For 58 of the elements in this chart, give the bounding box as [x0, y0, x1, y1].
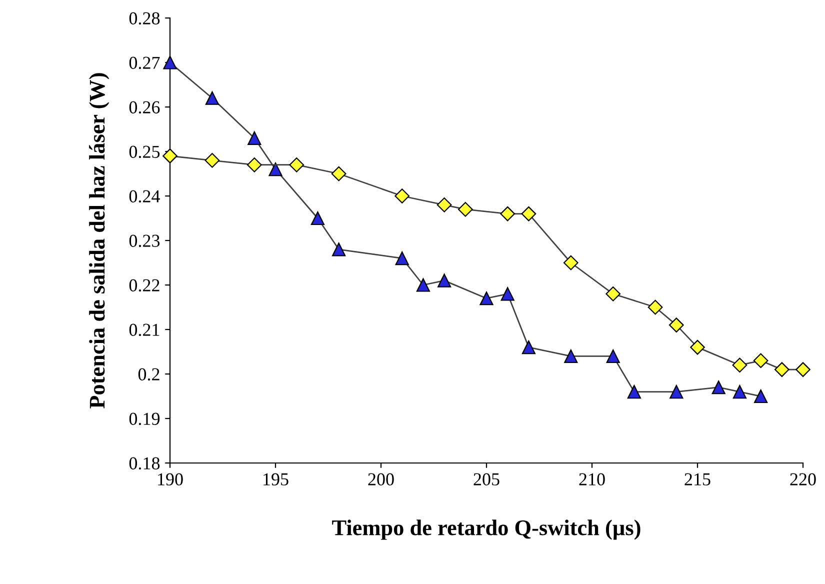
point — [162, 148, 178, 164]
y-tick-label: 0.28 — [129, 12, 160, 25]
point — [500, 206, 516, 222]
y-tick-label: 0.19 — [129, 412, 160, 426]
point — [754, 389, 768, 404]
point — [458, 202, 473, 217]
y-tick-label: 0.24 — [129, 190, 160, 203]
point — [563, 255, 578, 270]
point — [564, 349, 578, 364]
point — [712, 380, 726, 394]
y-tick-label: 0.2 — [138, 368, 160, 381]
y-tick-label: 0.22 — [129, 279, 160, 292]
point — [670, 384, 684, 399]
point — [268, 162, 282, 176]
point — [627, 384, 642, 399]
point — [248, 131, 262, 145]
point — [732, 384, 747, 399]
point — [796, 362, 810, 377]
point — [332, 242, 346, 256]
point — [500, 287, 514, 301]
point — [310, 211, 325, 226]
y-tick-label: 0.25 — [129, 146, 160, 158]
x-axis-title: Tiempo de retardo Q-switch (µs) — [332, 520, 640, 540]
y-tick-label: 0.23 — [129, 234, 160, 248]
y-axis-title: Potencia de salida del haz láser (W) — [89, 73, 110, 408]
point — [732, 358, 748, 373]
point — [289, 157, 304, 172]
point — [753, 353, 768, 368]
x-tick-label: 210 — [579, 473, 605, 486]
point — [416, 278, 430, 292]
point — [648, 300, 663, 315]
point — [205, 91, 220, 105]
point — [774, 362, 790, 377]
point — [522, 340, 536, 354]
x-tick-label: 220 — [790, 473, 816, 486]
x-tick-label: 205 — [474, 473, 500, 486]
point — [246, 157, 262, 172]
point — [331, 166, 346, 182]
x-tick-label: 195 — [264, 473, 288, 486]
point — [163, 56, 177, 70]
point — [480, 292, 494, 306]
y-tick-label: 0.26 — [129, 101, 160, 114]
point — [521, 206, 536, 222]
point — [436, 197, 452, 212]
point — [606, 349, 620, 364]
x-tick-label: 215 — [684, 473, 710, 486]
y-tick-label: 0.21 — [129, 324, 160, 336]
y-tick-label: 0.27 — [129, 56, 160, 70]
point — [395, 251, 409, 266]
x-tick-label: 200 — [368, 473, 394, 486]
y-tick-label: 0.18 — [129, 457, 160, 470]
point — [204, 152, 220, 168]
point — [606, 286, 621, 302]
x-tick-label: 190 — [158, 473, 183, 486]
point — [394, 188, 410, 204]
point — [668, 318, 684, 332]
point — [690, 340, 705, 355]
point — [437, 274, 452, 288]
